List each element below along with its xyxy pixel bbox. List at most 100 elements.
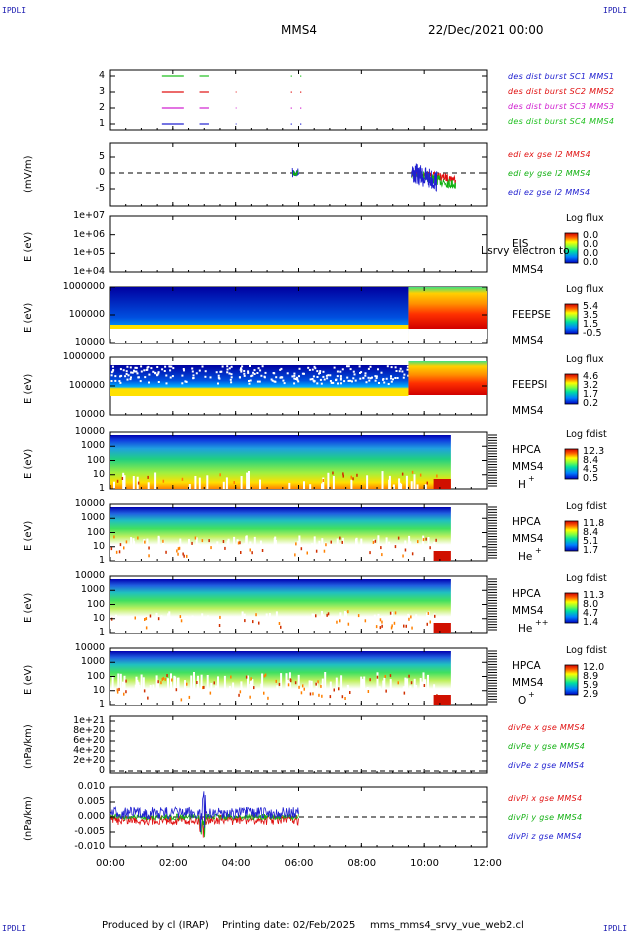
colorbar-tick-label: 1.4: [583, 617, 599, 628]
hpca-speckle: [323, 549, 326, 553]
hpca-gap: [413, 474, 416, 489]
hpca-gap: [156, 623, 159, 633]
hpca-gap: [424, 679, 427, 705]
feepsi-gap: [390, 377, 392, 380]
feepsi-gap: [156, 366, 159, 368]
feepsi-gap: [337, 382, 339, 385]
feepsi-gap: [241, 365, 244, 368]
feepsi-gap: [260, 374, 263, 377]
hpca-gap: [306, 549, 309, 561]
feepsi-gap: [125, 373, 128, 375]
hpca-speckle: [164, 677, 166, 681]
hpca-gap: [132, 476, 135, 489]
feepsi-gap: [351, 380, 353, 383]
feepsi-gap: [221, 365, 224, 368]
y-tick-label: 0: [98, 765, 105, 776]
hpca-speckle: [134, 616, 136, 620]
feepsi-gap: [112, 369, 115, 371]
hpca-gap: [290, 690, 293, 705]
hpca-speckle: [320, 684, 322, 688]
hpca-gap: [300, 544, 303, 561]
hpca-gap: [243, 613, 246, 633]
y-axis-label: E (eV): [23, 448, 34, 479]
hpca-gap: [347, 685, 350, 705]
hpca-gap: [324, 672, 327, 705]
corner-mark-br: IPDLI: [603, 924, 628, 933]
feepsi-gap: [311, 368, 314, 371]
feepsi-gap: [219, 370, 222, 373]
feepsi-gap: [354, 379, 357, 382]
hpca-speckle: [411, 470, 414, 474]
hpca-gap: [155, 675, 158, 705]
feepsi-gap: [126, 365, 129, 368]
hpca-speckle: [116, 690, 119, 694]
hpca-gap: [329, 542, 332, 561]
hpca-gap: [422, 535, 425, 561]
feepsi-gap: [336, 375, 339, 378]
hpca-speckle: [298, 685, 300, 689]
feepsi-gap: [256, 372, 259, 374]
hpca-gap: [160, 615, 163, 633]
feepsi-gap: [114, 379, 117, 382]
hpca-gap: [374, 544, 377, 561]
hpca-gap: [432, 622, 435, 633]
hpca-gap: [138, 685, 141, 705]
colorbar-tick-label: 0.0: [583, 239, 599, 250]
feepse-empty: [110, 329, 409, 343]
hpca-gap: [360, 538, 363, 561]
hpca-speckle: [137, 481, 140, 485]
feepsi-gap: [319, 378, 322, 381]
feepsi-gap: [309, 378, 312, 381]
hpca-gap: [216, 547, 219, 561]
hpca-gap: [370, 690, 373, 705]
feepsi-gap: [385, 377, 388, 380]
y-tick-label: 10000: [74, 498, 105, 509]
hpca-speckle: [157, 617, 160, 621]
feepsi-gap: [347, 365, 350, 368]
feepsi-gap: [293, 382, 296, 385]
hpca-speckle: [119, 543, 122, 547]
feepsi-gap: [264, 371, 267, 374]
feepsi-gap: [150, 367, 153, 370]
spacecraft-label: MMS4: [512, 264, 544, 276]
hpca-gap: [315, 682, 318, 705]
legend-entry: des dist burst SC4 MMS4: [508, 117, 615, 126]
feepsi-gap: [198, 369, 201, 372]
hpca-speckle: [384, 675, 386, 678]
hpca-speckle: [356, 473, 358, 477]
y-tick-label: 10: [92, 684, 105, 696]
hpca-speckle: [376, 675, 379, 679]
feepsi-gap: [336, 370, 339, 373]
hpca-gap: [299, 544, 301, 561]
y-axis-label: (nPa/km): [23, 723, 34, 769]
time-tick-label: 00:00: [96, 858, 125, 869]
legend-entry: des dist burst SC2 MMS2: [508, 87, 615, 96]
hpca-speckle: [423, 684, 426, 687]
y-axis-label: E (eV): [23, 664, 34, 695]
hpca-gap: [379, 551, 382, 561]
feepsi-gap: [169, 369, 172, 372]
hpca-gap: [149, 685, 152, 705]
hpca-gap: [409, 693, 412, 705]
hpca-hot-end: [433, 695, 451, 705]
hpca-speckle: [137, 536, 139, 540]
feepsi-gap: [215, 371, 218, 374]
hpca-gap: [130, 537, 133, 561]
hpca-gap: [382, 680, 385, 705]
colorbar-tick-label: -0.5: [583, 328, 602, 339]
feepsi-gap: [124, 375, 127, 378]
feepsi-gap: [297, 380, 300, 383]
feepsi-gap: [329, 380, 332, 382]
feepsi-gap: [165, 374, 168, 377]
hpca-speckle: [429, 546, 431, 550]
feepsi-gap: [340, 382, 342, 385]
y-tick-label: 1: [98, 699, 105, 710]
legend-entry: divPi z gse MMS4: [508, 832, 582, 841]
feepsi-gap: [228, 367, 231, 370]
y-axis-label: (nPa/km): [23, 796, 34, 841]
y-axis-label: E (eV): [23, 520, 34, 551]
hpca-speckle: [302, 684, 304, 688]
feepsi-gap: [169, 376, 172, 379]
colorbar: [564, 592, 579, 624]
feepsi-gap: [330, 381, 333, 384]
